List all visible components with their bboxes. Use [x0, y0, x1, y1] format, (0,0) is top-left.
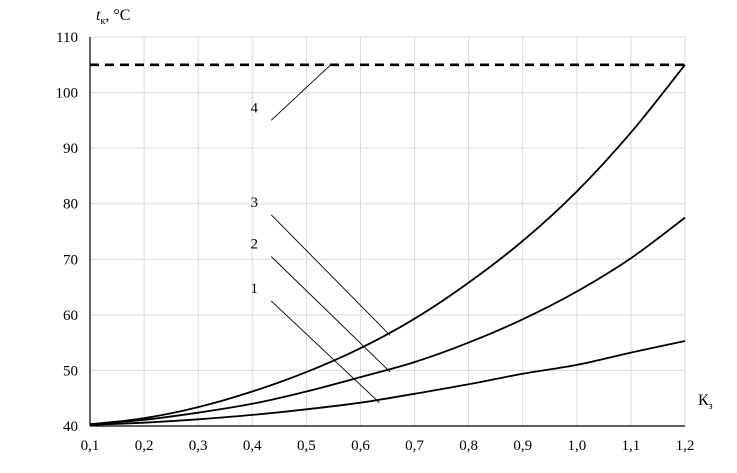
- series-line-2: [89, 216, 686, 426]
- series-lines: [89, 63, 686, 426]
- y-tick-label: 50: [63, 363, 78, 379]
- leader-line-4: [270, 64, 332, 121]
- x-tick-label: 1,1: [622, 438, 641, 454]
- grid-lines: [90, 36, 686, 426]
- curve-label-3: 3: [250, 195, 258, 211]
- series-line-3: [89, 64, 686, 426]
- y-tick-label: 70: [63, 252, 78, 268]
- curve-label-4: 4: [250, 100, 258, 116]
- x-tick-label: 0,2: [135, 438, 154, 454]
- x-tick-label: 0,8: [459, 438, 478, 454]
- x-tick-label: 0,5: [297, 438, 316, 454]
- leader-line-1: [270, 300, 380, 403]
- x-tick-label: 0,4: [243, 438, 262, 454]
- y-tick-label: 80: [63, 197, 78, 213]
- y-tick-label: 100: [56, 86, 79, 102]
- curve-annotations: 1 2 3 4: [250, 64, 391, 403]
- x-tick-label: 0,9: [513, 438, 532, 454]
- axes: [89, 37, 685, 427]
- y-tick-label: 60: [63, 308, 78, 324]
- x-tick-label: 0,3: [189, 438, 208, 454]
- y-tick-label: 110: [56, 30, 78, 46]
- x-tick-label: 0,1: [81, 438, 100, 454]
- y-tick-label: 90: [63, 141, 78, 157]
- y-tick-label: 40: [63, 419, 78, 435]
- x-tick-label: 0,6: [351, 438, 370, 454]
- x-tick-label: 1,0: [567, 438, 586, 454]
- series-line-1: [89, 340, 686, 426]
- curve-label-1: 1: [250, 281, 258, 297]
- tick-labels: 0,1 0,2 0,3 0,4 0,5 0,6 0,7 0,8 0,9 1,0 1,1 1,2 40 50…: [56, 30, 695, 454]
- x-axis-label: Кз: [698, 392, 713, 412]
- x-tick-label: 1,2: [676, 438, 695, 454]
- curve-label-2: 2: [250, 237, 258, 253]
- y-axis-label: tк, °C: [96, 7, 130, 27]
- x-tick-label: 0,7: [405, 438, 424, 454]
- leader-line-2: [270, 256, 391, 373]
- leader-line-3: [270, 214, 391, 336]
